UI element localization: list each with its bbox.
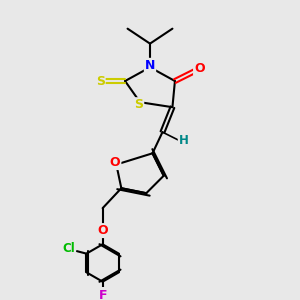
Text: O: O [110,156,120,169]
Text: H: H [179,134,189,147]
Text: O: O [97,224,108,237]
Text: Cl: Cl [62,242,75,255]
Text: O: O [194,62,205,75]
Text: S: S [96,74,105,88]
Text: F: F [98,289,107,300]
Text: N: N [145,59,155,72]
Text: S: S [134,98,143,111]
